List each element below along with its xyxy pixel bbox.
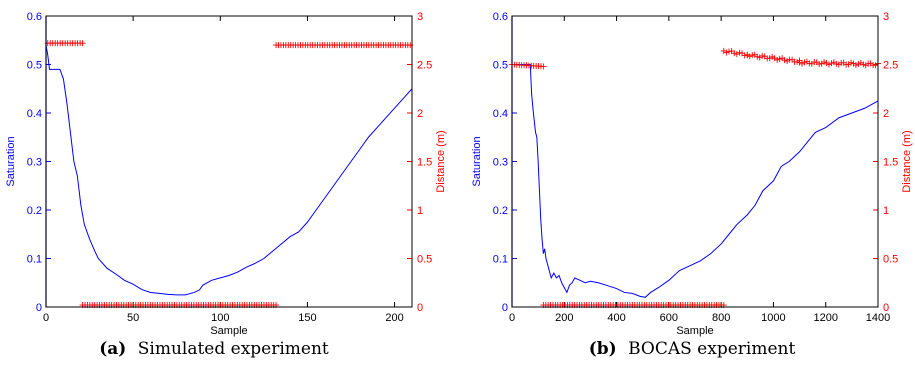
left-tick-label: 0.2	[493, 205, 508, 217]
right-y-axis-label: Distance (m)	[435, 130, 447, 192]
x-tick-label: 0	[43, 312, 49, 324]
x-tick-label: 200	[385, 312, 403, 324]
x-tick-label: 1000	[761, 312, 785, 324]
right-tick-label: 0	[417, 302, 423, 314]
data-marks	[44, 40, 414, 309]
distance-markers	[44, 40, 414, 309]
saturation-line	[512, 64, 879, 298]
left-tick-label: 0.5	[27, 60, 42, 72]
panel-simulated: 0 0.1 0.2 0.3 0.4 0.5 0.6 0 0.5 1 1.5 2 2.5 3 0 50 100…	[5, 11, 447, 359]
right-tick-label: 2.5	[417, 60, 432, 72]
right-tick-label: 0.5	[417, 254, 432, 266]
caption-text: BOCAS experiment	[628, 339, 795, 359]
left-tick-label: 0.1	[493, 254, 508, 266]
x-tick-label: 400	[607, 312, 625, 324]
x-tick-label: 1200	[813, 312, 837, 324]
x-tick-label: 150	[298, 312, 316, 324]
x-tick-label: 600	[660, 312, 678, 324]
left-tick-label: 0.3	[27, 157, 42, 169]
right-tick-label: 1	[417, 205, 423, 217]
plot-area	[46, 16, 412, 307]
plot-frame	[511, 15, 879, 308]
saturation-line	[45, 45, 413, 296]
left-y-axis-label: Saturation	[5, 136, 17, 186]
right-tick-label: 0	[883, 302, 889, 314]
right-tick-label: 1.5	[883, 157, 898, 169]
x-tick-label: 50	[127, 312, 139, 324]
left-tick-label: 0.4	[27, 108, 42, 120]
right-axis-ticks: 0 0.5 1 1.5 2 2.5 3	[873, 11, 898, 314]
left-tick-label: 0.2	[27, 205, 42, 217]
left-tick-label: 0	[36, 302, 42, 314]
x-axis-label: Sample	[210, 325, 247, 337]
x-axis-ticks: 0 200 400 600 800 1000 1200 1400	[509, 16, 890, 324]
caption-tag: (b)	[589, 339, 617, 359]
x-axis-label: Sample	[676, 325, 713, 337]
caption-tag: (a)	[99, 339, 126, 359]
x-tick-label: 200	[555, 312, 573, 324]
right-tick-label: 1.5	[417, 157, 432, 169]
caption: (a) Simulated experiment	[99, 339, 329, 359]
plot-frame	[45, 15, 413, 308]
right-tick-label: 0.5	[883, 254, 898, 266]
x-tick-label: 800	[712, 312, 730, 324]
right-axis-ticks: 0 0.5 1 1.5 2 2.5 3	[407, 11, 432, 314]
right-tick-label: 2	[417, 108, 423, 120]
distance-markers	[509, 47, 881, 309]
caption: (b) BOCAS experiment	[589, 339, 796, 359]
right-tick-label: 2	[883, 108, 889, 120]
right-tick-label: 2.5	[883, 60, 898, 72]
caption-text: Simulated experiment	[138, 339, 329, 359]
left-tick-label: 0.1	[27, 254, 42, 266]
right-tick-label: 1	[883, 205, 889, 217]
data-marks	[509, 47, 881, 309]
left-tick-label: 0.5	[493, 60, 508, 72]
x-tick-label: 100	[211, 312, 229, 324]
left-tick-label: 0.6	[27, 11, 42, 23]
right-y-axis-label: Distance (m)	[901, 130, 913, 192]
right-tick-label: 3	[417, 11, 423, 23]
x-tick-label: 0	[509, 312, 515, 324]
left-tick-label: 0.3	[493, 157, 508, 169]
right-tick-label: 3	[883, 11, 889, 23]
left-tick-label: 0	[502, 302, 508, 314]
left-tick-label: 0.4	[493, 108, 508, 120]
left-y-axis-label: Saturation	[471, 136, 483, 186]
x-tick-label: 1400	[866, 312, 890, 324]
panel-bocas: 0 0.1 0.2 0.3 0.4 0.5 0.6 0 0.5 1 1.5 2 2.5 3 0 200 40…	[471, 11, 913, 359]
left-tick-label: 0.6	[493, 11, 508, 23]
